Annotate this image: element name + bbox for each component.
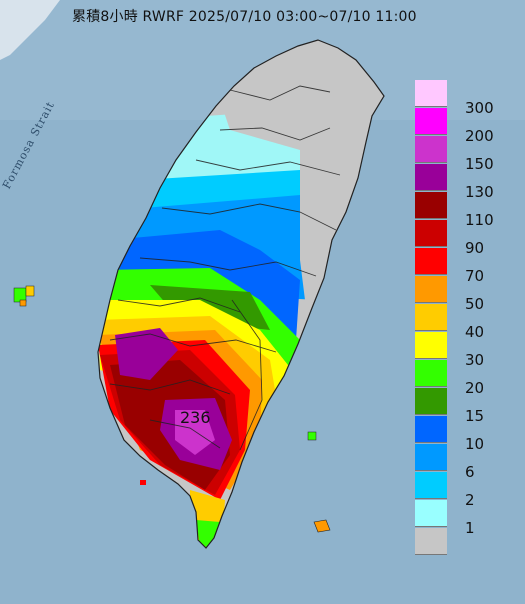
map-title: 累積8小時 RWRF 2025/07/10 03:00~07/10 11:00 <box>72 9 417 25</box>
legend-label: 110 <box>465 211 494 229</box>
legend-color-cell <box>415 388 447 415</box>
legend-label: 70 <box>465 267 485 285</box>
legend-label: 6 <box>465 463 475 481</box>
legend-color-cell <box>415 164 447 191</box>
legend-color-cell <box>415 136 447 163</box>
offshore-islands <box>13 285 331 533</box>
legend-color-cell <box>415 500 447 527</box>
legend-color-cell <box>415 360 447 387</box>
legend-label: 40 <box>465 323 485 341</box>
legend-color-cell <box>415 220 447 247</box>
legend-label: 90 <box>465 239 485 257</box>
legend-label: 30 <box>465 351 485 369</box>
legend-label: 150 <box>465 155 494 173</box>
legend-color-cell <box>415 80 447 107</box>
legend-color-cell <box>415 416 447 443</box>
legend-label: 10 <box>465 435 485 453</box>
legend-label: 130 <box>465 183 494 201</box>
legend-color-cell <box>415 108 447 135</box>
legend-label: 2 <box>465 491 475 509</box>
rainfall-fields <box>98 40 384 548</box>
mainland-coast <box>0 0 60 60</box>
legend-color-cell <box>415 304 447 331</box>
legend-color-cell <box>415 276 447 303</box>
legend-label: 200 <box>465 127 494 145</box>
legend-color-cell <box>415 248 447 275</box>
rainfall-legend: 300 200 150 130 110 90 70 50 40 30 20 15 10 6 2 1 <box>415 80 510 570</box>
legend-color-cell <box>415 192 447 219</box>
legend-label: 1 <box>465 519 475 537</box>
legend-label: 15 <box>465 407 485 425</box>
legend-color-cell <box>415 444 447 471</box>
legend-label: 20 <box>465 379 485 397</box>
peak-value-label: 236 <box>180 408 211 427</box>
legend-color-cell <box>415 332 447 359</box>
legend-color-cell <box>415 528 447 555</box>
legend-color-cell <box>415 472 447 499</box>
county-borders <box>109 85 341 451</box>
legend-label: 50 <box>465 295 485 313</box>
legend-label: 300 <box>465 99 494 117</box>
